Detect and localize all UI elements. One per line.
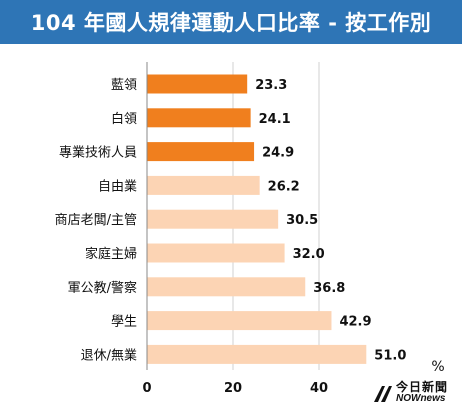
bar bbox=[147, 277, 306, 297]
bar bbox=[147, 74, 248, 94]
category-label: 商店老闆/主管 bbox=[55, 213, 137, 228]
x-tick-label: 0 bbox=[142, 381, 151, 396]
value-label: 32.0 bbox=[293, 247, 325, 262]
bar bbox=[147, 311, 332, 331]
value-label: 30.5 bbox=[286, 213, 318, 228]
axis-unit-label: % bbox=[431, 359, 444, 375]
bar bbox=[147, 142, 255, 162]
chart-title-bar: 104 年國人規律運動人口比率 - 按工作別 bbox=[0, 0, 462, 44]
category-label: 自由業 bbox=[98, 178, 137, 194]
category-label: 白領 bbox=[111, 111, 137, 127]
value-label: 24.9 bbox=[262, 146, 294, 161]
bar bbox=[147, 175, 260, 195]
value-label: 36.8 bbox=[313, 281, 345, 296]
bar bbox=[147, 108, 251, 128]
bar bbox=[147, 344, 367, 364]
category-label: 軍公教/警察 bbox=[68, 280, 137, 296]
category-label: 藍領 bbox=[111, 77, 137, 93]
logo-text-cn: 今日新聞 bbox=[396, 380, 449, 394]
bar bbox=[147, 209, 279, 229]
value-label: 42.9 bbox=[339, 315, 371, 330]
nownews-logo: 今日新聞 NOWnews bbox=[372, 378, 460, 408]
category-label: 家庭主婦 bbox=[85, 246, 137, 262]
category-label: 學生 bbox=[111, 315, 137, 330]
category-label: 專業技術人員 bbox=[59, 145, 137, 161]
value-label: 51.0 bbox=[374, 348, 406, 363]
chart-title: 104 年國人規律運動人口比率 - 按工作別 bbox=[30, 11, 432, 35]
value-label: 26.2 bbox=[268, 179, 300, 194]
value-label: 23.3 bbox=[255, 78, 287, 93]
logo-text-en: NOWnews bbox=[396, 393, 446, 404]
value-label: 24.1 bbox=[259, 112, 291, 127]
category-label: 退休/無業 bbox=[81, 347, 137, 363]
x-tick-label: 20 bbox=[224, 381, 242, 396]
bar bbox=[147, 243, 285, 263]
nownews-logo-icon bbox=[374, 386, 392, 402]
x-tick-label: 40 bbox=[310, 381, 328, 396]
